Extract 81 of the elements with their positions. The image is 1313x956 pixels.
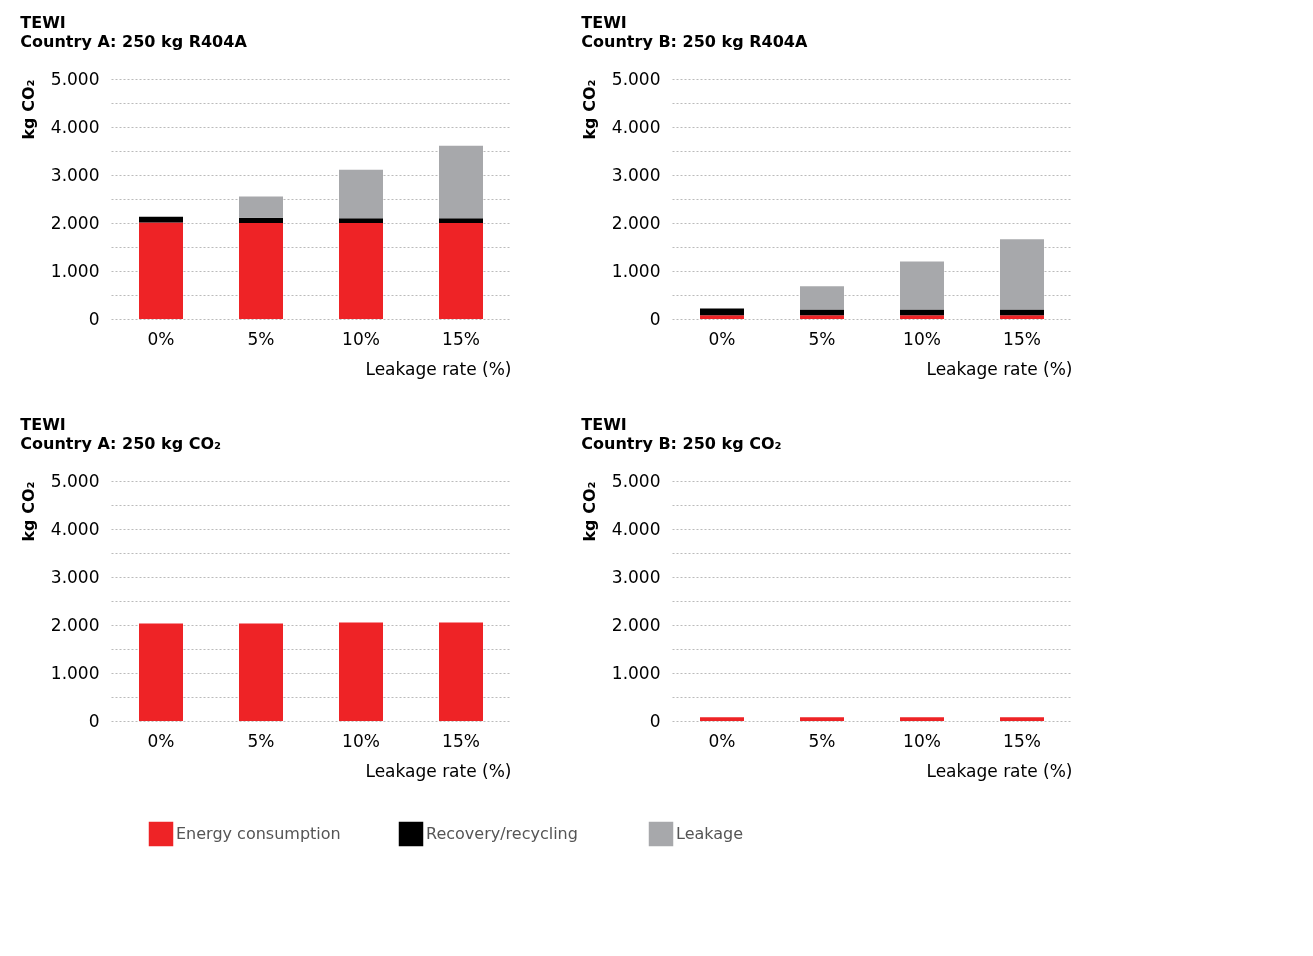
x-tick-label: 10% xyxy=(342,328,380,349)
x-tick-label: 5% xyxy=(808,328,836,349)
x-tick-label: 15% xyxy=(442,730,480,751)
x-tick-label: 0% xyxy=(708,328,736,349)
chart-subtitle: Country B: 250 kg R404A xyxy=(581,32,808,51)
chart-title: TEWI xyxy=(581,415,627,434)
bar xyxy=(1000,315,1044,319)
chart-subtitle: Country A: 250 kg CO₂ xyxy=(20,434,222,453)
bar xyxy=(800,309,844,316)
y-tick-label: 3.000 xyxy=(611,164,661,185)
x-axis-title: Leakage rate (%) xyxy=(926,760,1073,781)
bar xyxy=(239,217,283,223)
y-axis-title: kg CO₂ xyxy=(579,481,599,542)
legend-label: Energy consumption xyxy=(176,824,341,843)
y-tick-label: 0 xyxy=(649,710,661,731)
bar xyxy=(800,286,844,310)
chart-title: TEWI xyxy=(20,415,66,434)
bar xyxy=(339,223,383,319)
x-tick-label: 5% xyxy=(247,328,275,349)
y-tick-label: 4.000 xyxy=(611,116,661,137)
x-tick-label: 0% xyxy=(147,328,175,349)
x-tick-label: 10% xyxy=(342,730,380,751)
bar xyxy=(900,315,944,319)
y-tick-label: 4.000 xyxy=(50,116,100,137)
y-tick-label: 2.000 xyxy=(50,212,100,233)
bar xyxy=(439,145,483,219)
x-tick-label: 15% xyxy=(1003,730,1041,751)
bar xyxy=(1000,309,1044,316)
legend-label: Recovery/recycling xyxy=(426,824,578,843)
bar xyxy=(700,308,744,316)
bar xyxy=(239,196,283,218)
bar xyxy=(800,315,844,319)
bar xyxy=(700,315,744,319)
y-tick-label: 0 xyxy=(649,308,661,329)
bar xyxy=(239,223,283,319)
x-tick-label: 10% xyxy=(903,328,941,349)
x-axis-title: Leakage rate (%) xyxy=(926,358,1073,379)
y-tick-label: 1.000 xyxy=(50,260,100,281)
y-axis-title: kg CO₂ xyxy=(579,79,599,140)
x-tick-label: 0% xyxy=(147,730,175,751)
y-tick-label: 3.000 xyxy=(50,566,100,587)
bar xyxy=(439,223,483,319)
x-tick-label: 10% xyxy=(903,730,941,751)
y-tick-label: 0 xyxy=(88,308,100,329)
y-axis-title: kg CO₂ xyxy=(18,481,38,542)
bar xyxy=(339,218,383,223)
y-tick-label: 1.000 xyxy=(50,662,100,683)
x-tick-label: 15% xyxy=(442,328,480,349)
x-axis-title: Leakage rate (%) xyxy=(365,358,512,379)
chart-subtitle: Country A: 250 kg R404A xyxy=(20,32,248,51)
y-tick-label: 5.000 xyxy=(50,68,100,89)
legend-label: Leakage xyxy=(676,824,744,843)
y-tick-label: 2.000 xyxy=(50,614,100,635)
y-tick-label: 5.000 xyxy=(611,470,661,491)
bar xyxy=(139,216,183,223)
y-tick-label: 5.000 xyxy=(50,470,100,491)
y-tick-label: 2.000 xyxy=(611,212,661,233)
bar xyxy=(900,309,944,316)
x-tick-label: 0% xyxy=(708,730,736,751)
y-tick-label: 4.000 xyxy=(50,518,100,539)
x-tick-label: 15% xyxy=(1003,328,1041,349)
chart-title: TEWI xyxy=(20,13,66,32)
bar xyxy=(1000,239,1044,310)
x-axis-title: Leakage rate (%) xyxy=(365,760,512,781)
y-tick-label: 3.000 xyxy=(611,566,661,587)
y-tick-label: 1.000 xyxy=(611,260,661,281)
y-tick-label: 3.000 xyxy=(50,164,100,185)
bar xyxy=(139,222,183,319)
y-axis-title: kg CO₂ xyxy=(18,79,38,140)
y-tick-label: 4.000 xyxy=(611,518,661,539)
x-tick-label: 5% xyxy=(247,730,275,751)
y-tick-label: 0 xyxy=(88,710,100,731)
chart-title: TEWI xyxy=(581,13,627,32)
bar xyxy=(339,169,383,219)
x-tick-label: 5% xyxy=(808,730,836,751)
bar xyxy=(900,261,944,310)
y-tick-label: 5.000 xyxy=(611,68,661,89)
bar xyxy=(439,218,483,223)
chart-subtitle: Country B: 250 kg CO₂ xyxy=(581,434,782,453)
y-tick-label: 2.000 xyxy=(611,614,661,635)
y-tick-label: 1.000 xyxy=(611,662,661,683)
